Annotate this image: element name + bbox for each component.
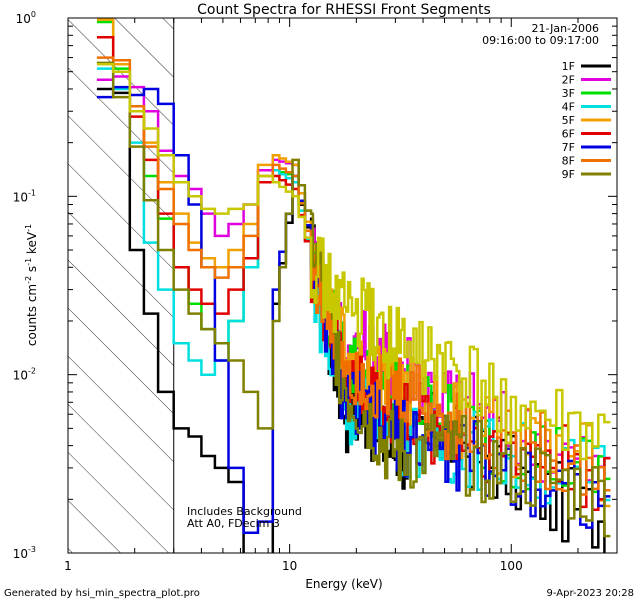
time-range-label: 09:16:00 to 09:17:00: [482, 34, 599, 47]
legend-label: 4F: [562, 101, 575, 114]
x-tick-label: 10: [282, 559, 297, 573]
y-tick-label: 10-1: [13, 188, 36, 204]
footer-timestamp: 9-Apr-2023 20:28: [547, 588, 634, 599]
annotation-background: Includes Background: [187, 505, 302, 518]
chart-title: Count Spectra for RHESSI Front Segments: [197, 2, 491, 18]
series-line: [96, 63, 611, 461]
y-tick-label: 10-3: [13, 545, 36, 561]
axis-layer: 1 10 100 100 10-1 10-2 10-3: [13, 10, 618, 573]
legend-label: 2F: [562, 74, 575, 87]
plot-frame: [67, 17, 618, 554]
y-tick-label: 100: [16, 10, 36, 26]
legend-label: 5F: [562, 114, 575, 127]
series-layer: [96, 18, 611, 553]
date-label: 21-Jan-2006: [532, 22, 600, 35]
annotation-attenuator: Att A0, FDecim 3: [187, 517, 280, 530]
series-line: [96, 61, 611, 538]
x-axis-label: Energy (keV): [305, 577, 382, 591]
excluded-region-hatch: [68, 18, 174, 553]
legend-label: 8F: [562, 155, 575, 168]
legend-label: 7F: [562, 141, 575, 154]
legend-label: 9F: [562, 168, 575, 181]
x-tick-label: 1: [64, 559, 72, 573]
footer-generated-by: Generated by hsi_min_spectra_plot.pro: [4, 588, 200, 599]
legend-label: 1F: [562, 60, 575, 73]
legend-label: 3F: [562, 87, 575, 100]
y-tick-label: 10-2: [13, 367, 36, 383]
y-axis-label: counts cm-2 s-1 keV-1: [24, 224, 39, 346]
x-tick-label: 100: [500, 559, 523, 573]
legend-label: 6F: [562, 128, 575, 141]
